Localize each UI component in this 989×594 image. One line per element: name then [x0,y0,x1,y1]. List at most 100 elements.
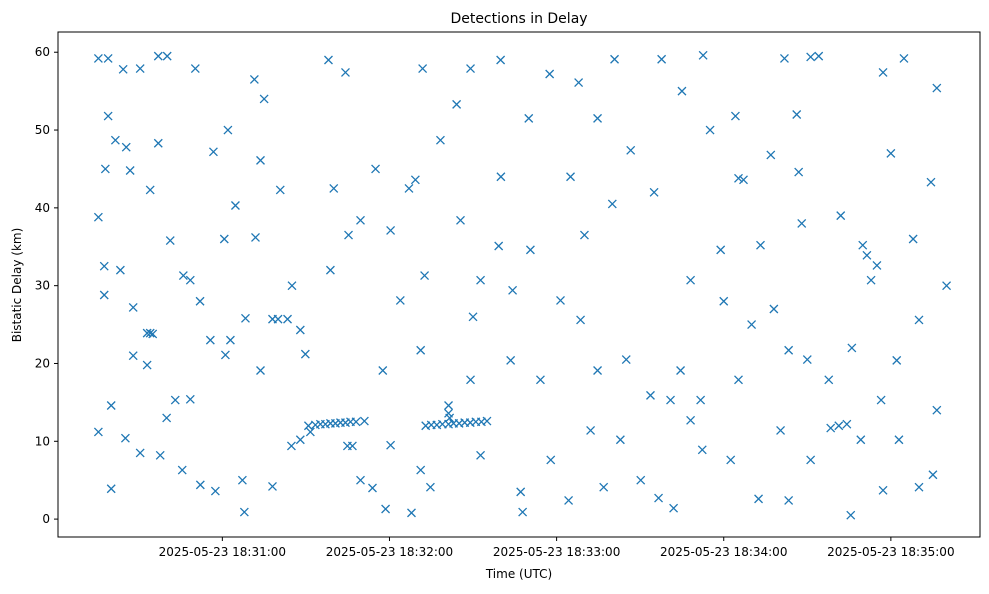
y-tick-label: 10 [35,434,50,448]
data-point [241,313,250,323]
data-point [754,494,764,504]
data-point [734,173,743,183]
data-point [416,465,426,475]
data-point [615,435,625,445]
data-point [779,53,789,63]
data-point [356,215,365,225]
data-point [834,421,844,431]
data-point [626,145,636,155]
data-point [325,265,335,275]
data-point [135,64,145,74]
data-point [410,175,420,185]
data-point [386,225,396,235]
data-point [784,345,794,355]
data-point [351,417,361,427]
data-point [300,349,310,359]
data-point [593,366,603,375]
data-point [155,450,165,460]
data-point [846,510,856,520]
data-point [452,99,462,109]
data-point [305,427,315,437]
data-point [872,260,882,270]
data-point [506,355,516,365]
data-point [170,395,180,405]
data-point [190,64,200,74]
data-point [496,55,506,65]
data-point [636,475,646,485]
data-point [110,135,120,145]
data-point [599,482,609,492]
data-point [120,433,130,443]
y-tick-label: 60 [35,45,50,59]
data-point [237,475,247,485]
data-point [425,482,435,492]
data-point [576,315,586,325]
data-point [444,401,453,410]
data-point [932,405,942,415]
data-point [878,68,888,77]
data-point [862,250,872,260]
data-point [162,413,172,423]
data-point [386,440,396,450]
data-point [466,64,475,74]
x-tick-label: 2025-05-23 18:34:00 [660,545,787,559]
data-point [128,302,138,312]
data-point [747,320,757,330]
data-point [208,147,218,157]
data-point [416,345,426,355]
data-point [766,150,776,160]
data-point [794,167,804,177]
data-point [329,183,339,193]
data-point [494,241,504,251]
data-point [698,50,708,60]
data-point [445,413,455,423]
data-point [574,78,584,88]
data-point [666,395,675,405]
data-point [719,296,729,306]
data-point [756,240,765,250]
data-point [145,185,155,195]
data-point [153,51,163,61]
data-point [466,375,475,385]
data-point [878,485,888,495]
data-point [99,290,109,300]
data-point [842,419,852,429]
data-point [93,427,103,437]
data-point [125,166,135,175]
data-point [586,425,596,435]
data-point [876,395,886,405]
data-point [556,295,565,305]
data-point [649,187,659,197]
data-point [286,441,296,451]
data-point [866,275,876,285]
data-point [932,83,942,93]
data-point [654,493,664,503]
chart-title: Detections in Delay [450,11,587,27]
data-point [195,296,205,306]
x-axis-label: Time (UTC) [485,567,552,581]
data-point [806,455,816,465]
data-point [621,355,631,365]
data-point [223,125,233,135]
data-point [371,164,381,174]
data-point [697,445,707,455]
y-tick-label: 40 [35,201,50,215]
data-point [776,425,786,435]
data-point [378,366,388,375]
y-tick-label: 50 [35,123,50,137]
data-point [268,481,277,491]
data-point [407,508,416,518]
data-point [121,142,131,152]
data-point [210,486,220,496]
data-point [295,325,305,335]
data-point [118,64,128,74]
data-point [135,448,145,458]
data-point [324,55,333,65]
data-point [103,111,113,121]
data-point [341,68,350,77]
data-point [705,125,715,135]
data-point [153,138,163,148]
data-point [858,240,868,250]
y-tick-label: 20 [35,356,50,370]
data-point [225,335,235,345]
